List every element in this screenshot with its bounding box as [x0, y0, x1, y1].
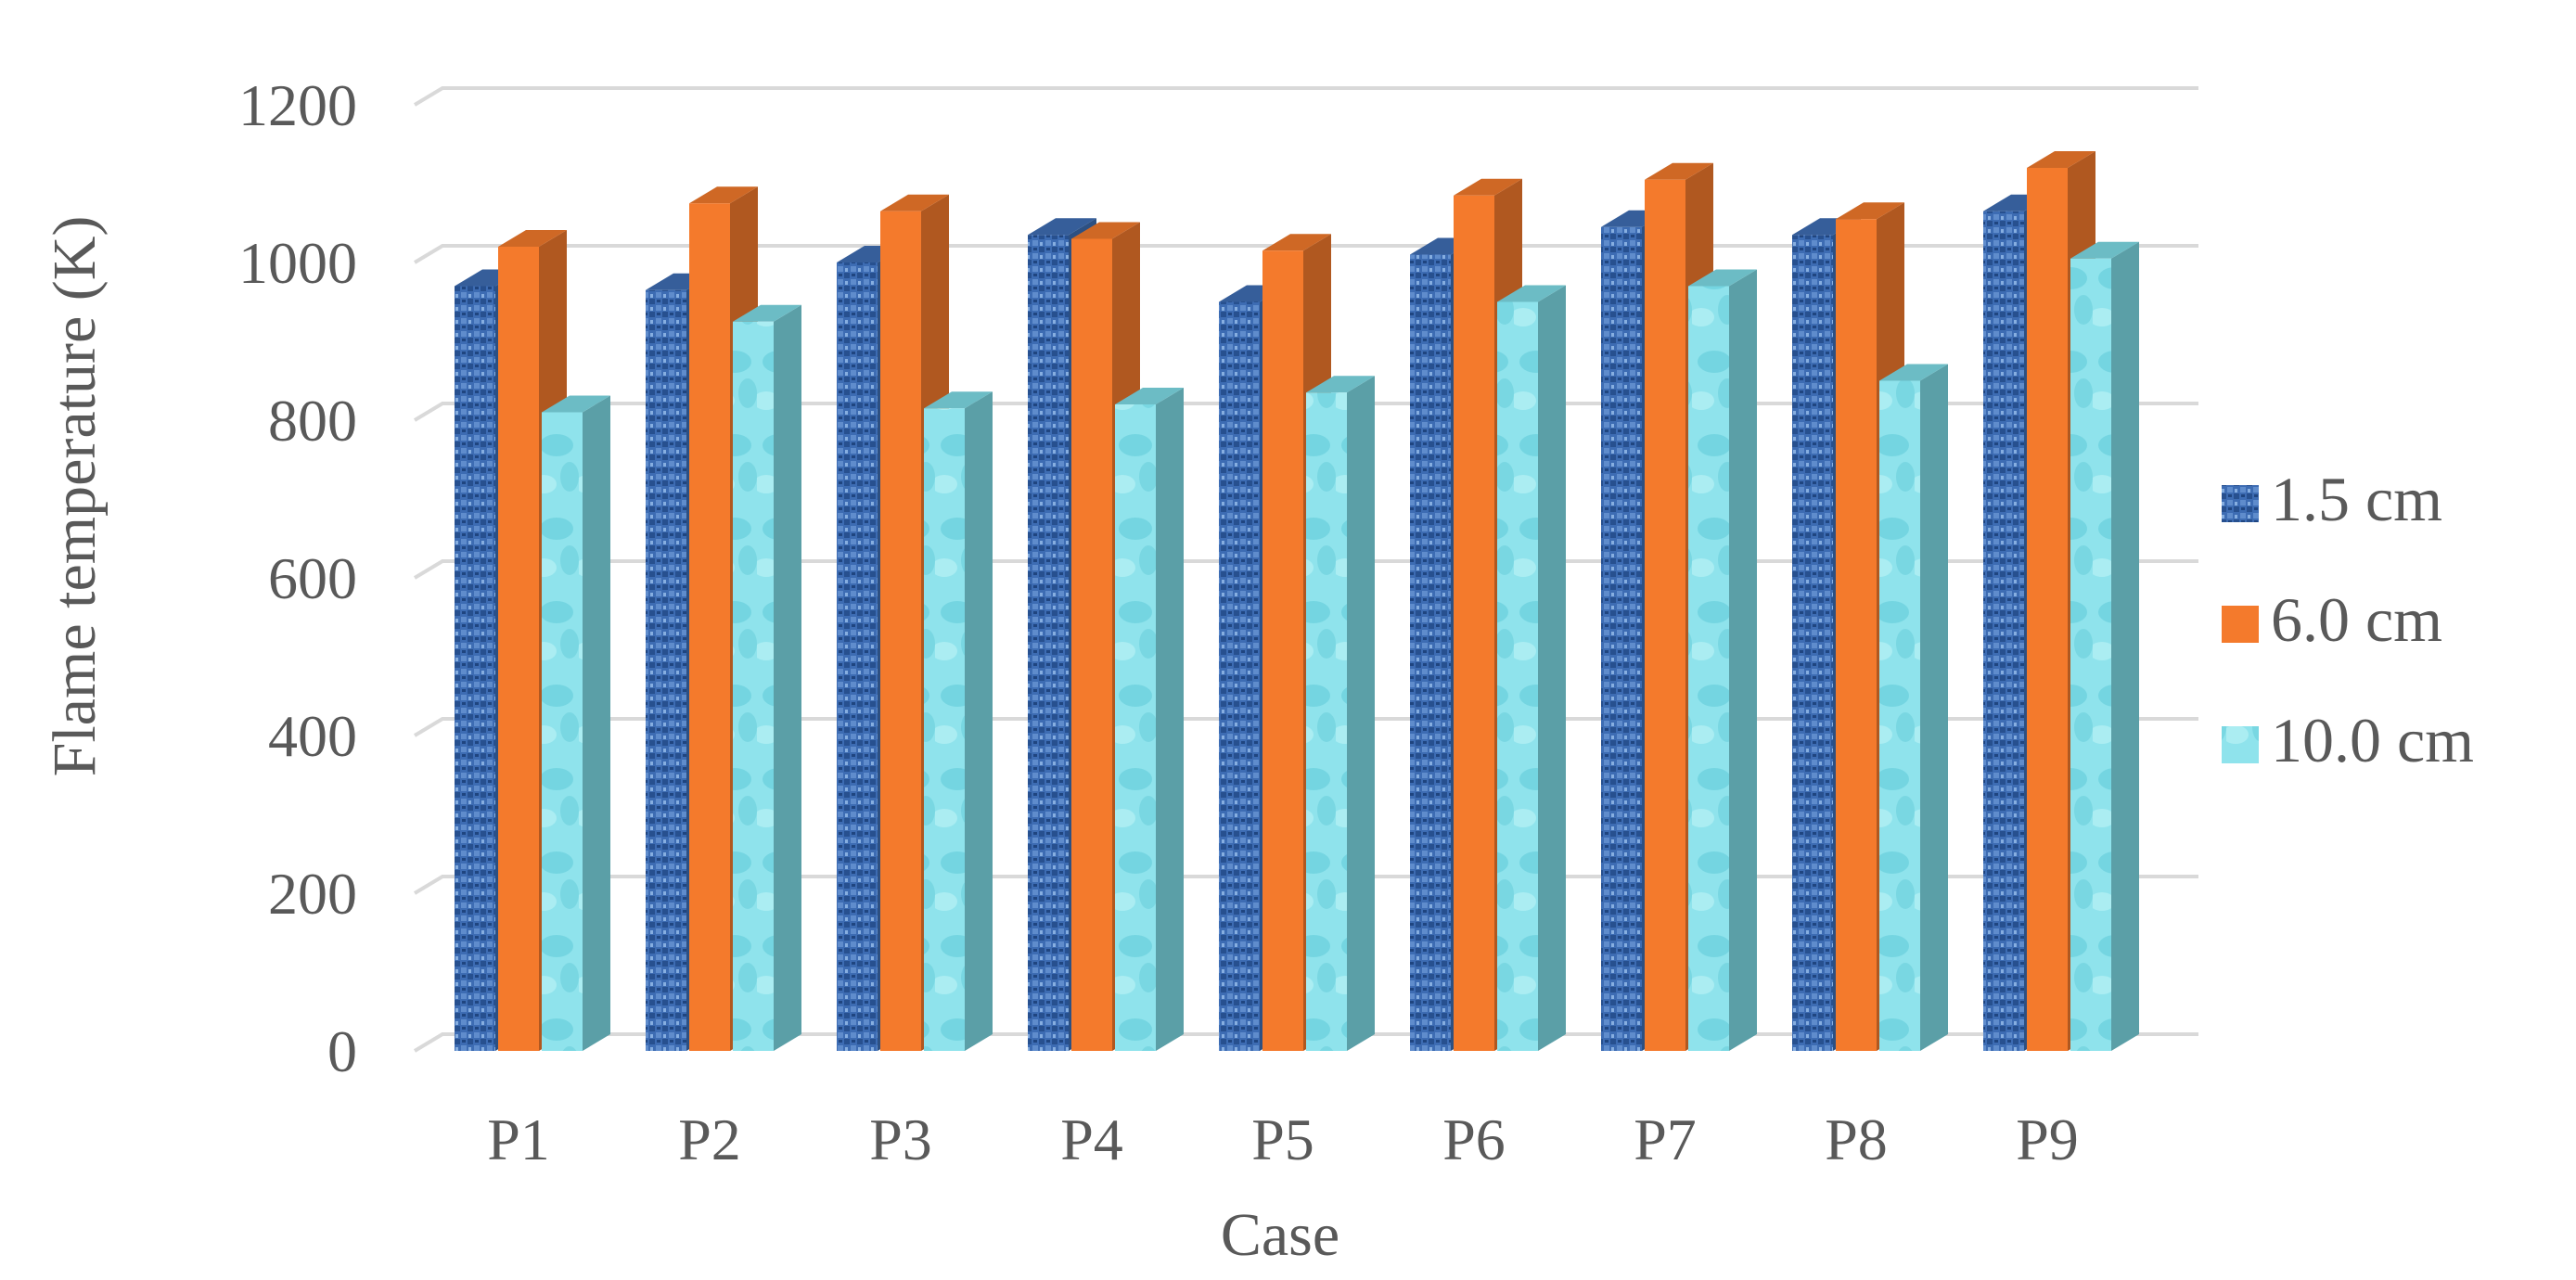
- y-tick-label: 0: [327, 1018, 357, 1084]
- bar-p7-series-3: [1688, 269, 1757, 1051]
- bar-p1-series-3: [542, 395, 610, 1051]
- bar-top-face: [880, 194, 949, 211]
- x-axis-title: Case: [1221, 1201, 1339, 1269]
- legend-entry: 6.0 cm: [2222, 584, 2442, 655]
- y-tick-label: 400: [268, 703, 357, 769]
- bar-top-face: [1262, 234, 1331, 251]
- x-axis-ticks: P1 P2 P3 P4 P5 P6 P7 P8 P9: [487, 1107, 2079, 1172]
- x-tick-label: P4: [1060, 1107, 1123, 1172]
- legend-swatch: [2222, 726, 2259, 763]
- bar-top-face: [2070, 241, 2139, 259]
- bar-front-face: [924, 408, 965, 1051]
- bar-front-face: [1028, 235, 1069, 1051]
- bar-front-face: [1879, 380, 1920, 1051]
- bar-top-face: [1836, 202, 1904, 220]
- bar-top-face: [542, 395, 610, 413]
- bar-front-face: [2070, 258, 2111, 1051]
- bar-top-face: [1688, 269, 1757, 287]
- bar-p8-series-3: [1879, 364, 1948, 1051]
- bar-front-face: [837, 262, 878, 1051]
- bar-front-face: [733, 321, 774, 1051]
- y-tick-label: 1200: [238, 72, 357, 138]
- x-tick-label: P5: [1251, 1107, 1314, 1172]
- gridline: [413, 86, 2198, 107]
- legend-label: 10.0 cm: [2271, 705, 2474, 775]
- legend: 1.5 cm 6.0 cm 10.0 cm: [2222, 464, 2474, 775]
- bar-p9-series-3: [2070, 241, 2139, 1051]
- bar-top-face: [1454, 178, 1522, 196]
- x-tick-label: P8: [1825, 1107, 1888, 1172]
- bar-front-face: [880, 211, 921, 1051]
- bar-front-face: [1219, 301, 1260, 1051]
- legend-entry: 1.5 cm: [2222, 464, 2442, 534]
- bar-top-face: [1879, 364, 1948, 381]
- bar-front-face: [1262, 250, 1303, 1051]
- x-tick-label: P2: [678, 1107, 741, 1172]
- legend-swatch: [2222, 485, 2259, 522]
- bars: [455, 151, 2139, 1051]
- bar-front-face: [1836, 219, 1877, 1051]
- bar-front-face: [646, 289, 686, 1051]
- bar-front-face: [1306, 392, 1347, 1051]
- legend-swatch: [2222, 606, 2259, 643]
- x-tick-label: P3: [869, 1107, 932, 1172]
- bar-front-face: [498, 247, 539, 1051]
- bar-side-face: [583, 395, 610, 1051]
- legend-label: 1.5 cm: [2271, 464, 2442, 534]
- gridlines: [413, 86, 2198, 1053]
- bar-front-face: [1601, 226, 1642, 1051]
- x-tick-label: P6: [1442, 1107, 1506, 1172]
- bar-side-face: [774, 304, 801, 1051]
- bar-front-face: [542, 412, 583, 1051]
- y-tick-label: 600: [268, 545, 357, 611]
- legend-entry: 10.0 cm: [2222, 705, 2474, 775]
- bar-top-face: [924, 391, 993, 409]
- bar-side-face: [965, 391, 993, 1051]
- bar-front-face: [1115, 404, 1156, 1051]
- bar-top-face: [1645, 162, 1713, 180]
- bar-side-face: [1538, 285, 1566, 1051]
- y-axis-ticks: 0 200 400 600 800 1000 1200: [238, 72, 357, 1084]
- bar-top-face: [1497, 285, 1566, 302]
- bar-top-face: [733, 304, 801, 322]
- y-tick-label: 1000: [238, 230, 357, 296]
- bar-front-face: [1688, 286, 1729, 1051]
- bar-front-face: [1645, 179, 1685, 1051]
- bar-top-face: [1028, 218, 1096, 236]
- x-tick-label: P7: [1634, 1107, 1697, 1172]
- y-axis-title: Flame temperature (K): [41, 216, 109, 777]
- bar-top-face: [498, 230, 567, 247]
- bar-p5-series-3: [1306, 376, 1375, 1051]
- bar-front-face: [1071, 238, 1112, 1051]
- bar-p4-series-3: [1115, 388, 1184, 1051]
- bar-front-face: [1454, 195, 1494, 1051]
- bar-top-face: [1115, 388, 1184, 404]
- bar-p2-series-3: [733, 304, 801, 1051]
- bar-front-face: [455, 286, 495, 1051]
- bar-p3-series-3: [924, 391, 993, 1051]
- bar-top-face: [689, 186, 758, 204]
- y-tick-label: 800: [268, 388, 357, 454]
- x-tick-label: P9: [2016, 1107, 2079, 1172]
- bar-front-face: [1792, 235, 1833, 1051]
- bar-top-face: [1306, 376, 1375, 393]
- bar-side-face: [1920, 364, 1948, 1051]
- bar-top-face: [1071, 222, 1140, 239]
- bar-p6-series-3: [1497, 285, 1566, 1051]
- bar-side-face: [1347, 376, 1375, 1051]
- bar-side-face: [1729, 269, 1757, 1051]
- bar-front-face: [2027, 168, 2068, 1051]
- y-tick-label: 200: [268, 861, 357, 927]
- bar-front-face: [1410, 254, 1451, 1051]
- bar-side-face: [2111, 241, 2139, 1051]
- bar-front-face: [689, 203, 730, 1051]
- bar-front-face: [1497, 301, 1538, 1051]
- bar-front-face: [1983, 211, 2024, 1051]
- x-tick-label: P1: [487, 1107, 550, 1172]
- legend-label: 6.0 cm: [2271, 584, 2442, 655]
- bar-top-face: [2027, 151, 2095, 168]
- bar-side-face: [1156, 388, 1184, 1051]
